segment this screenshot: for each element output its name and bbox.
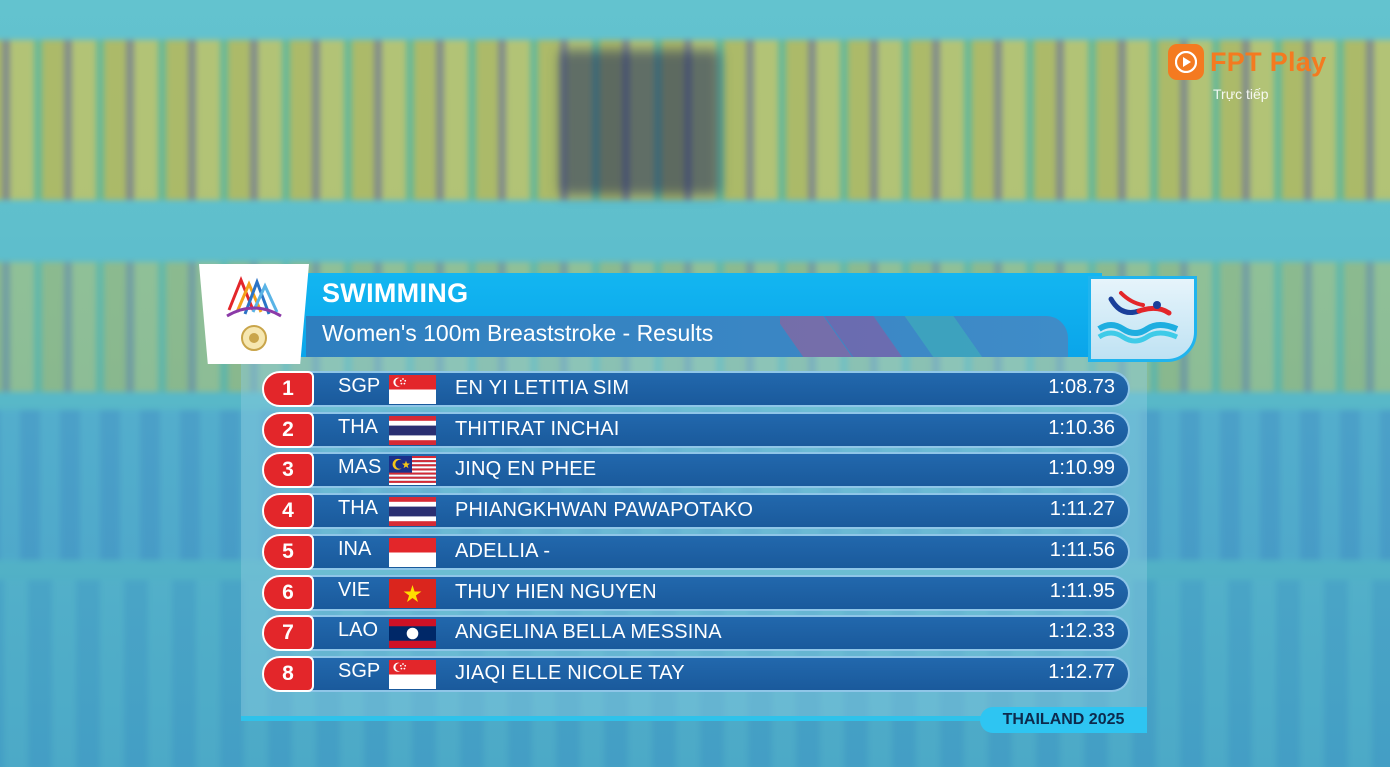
rank-badge: 8 xyxy=(262,655,314,692)
sea-games-logo-icon xyxy=(199,264,309,364)
event-title: Women's 100m Breaststroke - Results xyxy=(322,320,714,346)
malaysia-flag-icon xyxy=(389,456,436,486)
country-code: VIE xyxy=(338,578,371,601)
country-code: THA xyxy=(338,415,378,438)
athlete-name: THUY HIEN NGUYEN xyxy=(455,580,657,603)
result-row-8: 8 SGP JIAQI ELLE NICOLE TAY 1:12.77 xyxy=(262,655,1130,692)
rank-badge: 5 xyxy=(262,533,314,570)
rank-badge: 7 xyxy=(262,615,314,652)
athlete-name: ANGELINA BELLA MESSINA xyxy=(455,621,722,644)
result-time: 1:10.99 xyxy=(1048,457,1115,480)
result-row-2: 2 THA THITIRAT INCHAI 1:10.36 xyxy=(262,411,1130,448)
athlete-name: JIAQI ELLE NICOLE TAY xyxy=(455,661,685,684)
header-decoration xyxy=(780,316,1020,357)
thailand-flag-icon xyxy=(389,415,436,445)
result-row-3: 3 MAS JINQ EN PHEE 1:10.99 xyxy=(262,452,1130,489)
laos-flag-icon xyxy=(389,619,436,649)
singapore-flag-icon xyxy=(389,659,436,689)
host-tag: THAILAND 2025 xyxy=(980,707,1147,733)
swimming-pictogram-icon xyxy=(1088,276,1197,362)
sport-title: SWIMMING xyxy=(322,278,469,308)
country-code: LAO xyxy=(338,619,379,642)
brand-name: FPT Play xyxy=(1210,46,1327,77)
result-row-4: 4 THA PHIANGKHWAN PAWAPOTAKO 1:11.27 xyxy=(262,493,1130,530)
rank-badge: 4 xyxy=(262,493,314,530)
athlete-name: JINQ EN PHEE xyxy=(455,458,597,481)
result-time: 1:11.95 xyxy=(1049,579,1115,602)
result-time: 1:11.56 xyxy=(1049,538,1115,561)
result-time: 1:10.36 xyxy=(1048,416,1115,439)
country-code: MAS xyxy=(338,456,382,479)
country-code: INA xyxy=(338,537,372,560)
swimmer-shadow xyxy=(560,50,720,195)
vietnam-flag-icon xyxy=(389,578,436,608)
play-icon xyxy=(1168,44,1204,80)
rank-badge: 1 xyxy=(262,371,314,407)
athlete-name: THITIRAT INCHAI xyxy=(455,417,620,440)
country-code: SGP xyxy=(338,375,381,397)
athlete-name: EN YI LETITIA SIM xyxy=(455,377,630,399)
rank-badge: 3 xyxy=(262,452,314,489)
result-time: 1:08.73 xyxy=(1048,376,1115,398)
singapore-flag-icon xyxy=(389,375,436,404)
result-row-1: 1 SGP EN YI LETITIA SIM 1:08.73 xyxy=(262,371,1130,407)
board-bottom-line xyxy=(241,716,1147,721)
indonesia-flag-icon xyxy=(389,537,436,567)
result-row-7: 7 LAO ANGELINA BELLA MESSINA 1:12.33 xyxy=(262,615,1130,652)
header-subbar xyxy=(306,316,1068,357)
result-time: 1:11.27 xyxy=(1049,498,1115,521)
result-time: 1:12.33 xyxy=(1048,620,1115,643)
thailand-flag-icon xyxy=(389,497,436,527)
result-time: 1:12.77 xyxy=(1048,660,1115,683)
fpt-play-logo: FPT Play xyxy=(1168,44,1326,80)
rank-badge: 2 xyxy=(262,411,314,448)
rank-badge: 6 xyxy=(262,574,314,611)
country-code: SGP xyxy=(338,659,381,682)
country-code: THA xyxy=(338,497,378,520)
athlete-name: ADELLIA - xyxy=(455,539,551,562)
result-row-5: 5 INA ADELLIA - 1:11.56 xyxy=(262,533,1130,570)
live-label: Trực tiếp xyxy=(1213,86,1269,102)
athlete-name: PHIANGKHWAN PAWAPOTAKO xyxy=(455,499,754,522)
result-row-6: 6 VIE THUY HIEN NGUYEN 1:11.95 xyxy=(262,574,1130,611)
